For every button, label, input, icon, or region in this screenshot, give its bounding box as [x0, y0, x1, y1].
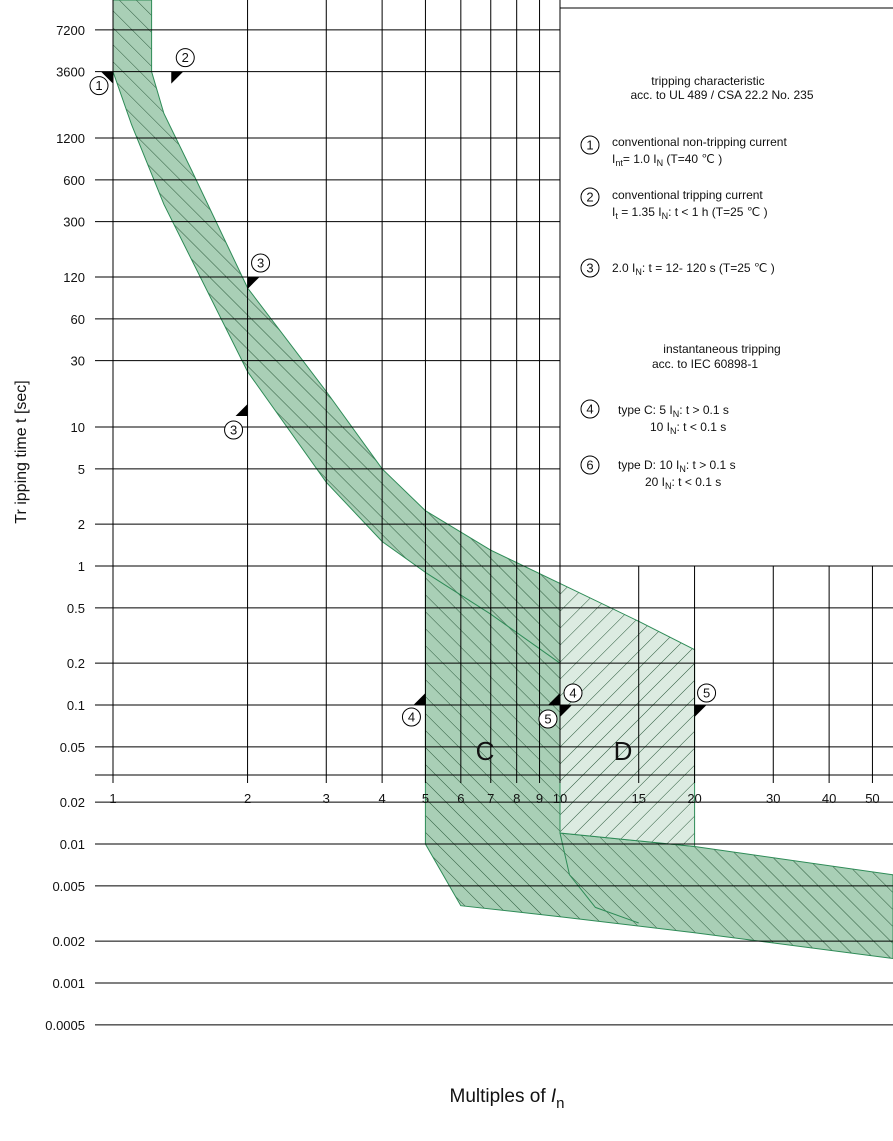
axes: 7200360012006003001206030105210.50.20.10…	[13, 0, 893, 1112]
y-tick-label: 1	[78, 559, 85, 574]
y-tick-label: 0.002	[52, 934, 85, 949]
marker-1-circle	[89, 76, 109, 96]
x-tick-label: 40	[822, 791, 836, 806]
marker-5-number: 5	[703, 686, 710, 701]
marker-4-number: 4	[408, 710, 415, 725]
marker-2-wedge	[171, 71, 184, 84]
marker-3-circle	[224, 420, 244, 440]
y-tick-label: 10	[71, 420, 85, 435]
y-axis-label: Tr ipping time t [sec]	[13, 380, 30, 523]
marker-3-circle	[251, 253, 271, 273]
marker-3-number: 3	[257, 255, 264, 270]
x-tick-label: 8	[513, 791, 520, 806]
marker-3-wedge	[247, 276, 260, 289]
legend-heading-2a: instantaneous tripping	[663, 342, 780, 356]
x-tick-label: 50	[865, 791, 879, 806]
legend-item-2-circle	[580, 187, 600, 207]
y-tick-label: 600	[63, 173, 85, 188]
legend-heading-2b: acc. to IEC 60898-1	[652, 357, 758, 371]
y-tick-label: 0.005	[52, 879, 85, 894]
marker-5-circle	[697, 683, 717, 703]
legend-item-6-circle	[580, 455, 600, 475]
legend-heading-1b: acc. to UL 489 / CSA 22.2 No. 235	[631, 88, 814, 102]
y-tick-label: 0.1	[67, 698, 85, 713]
legend-item-4-circle	[580, 399, 600, 419]
x-tick-label: 1	[109, 791, 116, 806]
y-tick-label: 3600	[56, 65, 85, 80]
marker-5-circle	[538, 709, 558, 729]
x-tick-label: 4	[379, 791, 386, 806]
marker-4-wedge	[413, 693, 426, 705]
legend-item-4-number: 4	[586, 402, 593, 417]
x-tick-label: 15	[631, 791, 645, 806]
y-tick-label: 0.02	[60, 795, 85, 810]
legend-item-1-line2: Int= 1.0 IN (T=40 ℃ )	[612, 152, 722, 168]
x-tick-label: 7	[487, 791, 494, 806]
x-tick-label: 20	[687, 791, 701, 806]
legend-item-2-line1: conventional tripping current	[612, 188, 763, 202]
y-tick-label: 5	[78, 462, 85, 477]
y-tick-label: 0.001	[52, 976, 85, 991]
y-tick-label: 2	[78, 517, 85, 532]
legend-item-4-line2: 10 IN: t < 0.1 s	[650, 420, 726, 436]
markers: 1 2 3 3 4 4 5 5 1 2 3 4 6	[89, 48, 717, 729]
band-label-c: C	[476, 736, 495, 766]
legend-item-1-line1: conventional non-tripping current	[612, 135, 787, 149]
marker-4-wedge	[560, 705, 572, 717]
y-tick-label: 60	[71, 312, 85, 327]
x-tick-label: 10	[553, 791, 567, 806]
y-tick-label: 300	[63, 215, 85, 230]
legend-item-6-line1: type D: 10 IN: t > 0.1 s	[618, 458, 736, 474]
x-axis-label: Multiples of In	[450, 1086, 565, 1112]
marker-4-number: 4	[569, 686, 576, 701]
y-tick-label: 0.2	[67, 656, 85, 671]
legend-item-1-circle	[580, 135, 600, 155]
legend-item-6-line2: 20 IN: t < 0.1 s	[645, 475, 721, 491]
legend-item-3-number: 3	[586, 261, 593, 276]
legend-item-1-number: 1	[586, 138, 593, 153]
y-tick-label: 7200	[56, 23, 85, 38]
y-tick-label: 0.0005	[45, 1018, 85, 1033]
y-tick-label: 30	[71, 354, 85, 369]
legend-item-2-number: 2	[586, 190, 593, 205]
y-tick-label: 0.5	[67, 601, 85, 616]
y-tick-label: 0.01	[60, 837, 85, 852]
marker-2-number: 2	[182, 50, 189, 65]
band-label-d: D	[614, 736, 633, 766]
band-type-c	[112, 0, 893, 960]
x-tick-label: 5	[422, 791, 429, 806]
marker-4-circle	[401, 707, 421, 727]
marker-3-wedge	[235, 403, 248, 416]
marker-4-circle	[563, 683, 583, 703]
marker-5-wedge	[548, 693, 560, 705]
legend-item-4-line1: type C: 5 IN: t > 0.1 s	[618, 403, 729, 419]
x-tick-label: 3	[323, 791, 330, 806]
x-tick-label: 30	[766, 791, 780, 806]
marker-1-wedge	[101, 71, 113, 84]
legend-item-3-line1: 2.0 IN: t = 12- 120 s (T=25 ℃ )	[612, 261, 775, 277]
marker-1-number: 1	[95, 78, 102, 93]
legend-item-6-number: 6	[586, 458, 593, 473]
legend-item-2-line2: It = 1.35 IN: t < 1 h (T=25 ℃ )	[612, 205, 768, 221]
x-tick-label: 2	[244, 791, 251, 806]
grid-lines	[95, 0, 893, 1026]
y-tick-label: 120	[63, 270, 85, 285]
legend-heading-1a: tripping characteristic	[651, 74, 764, 88]
d-inner-curve	[559, 832, 639, 924]
marker-3-number: 3	[230, 422, 237, 437]
tripping-bands	[112, 0, 893, 960]
y-tick-label: 0.05	[60, 740, 85, 755]
legend-item-3-circle	[580, 258, 600, 278]
marker-5-wedge	[694, 705, 707, 717]
x-tick-label: 6	[457, 791, 464, 806]
marker-2-circle	[175, 48, 195, 68]
band-type-d	[559, 582, 696, 848]
marker-5-number: 5	[544, 712, 551, 727]
y-tick-label: 1200	[56, 131, 85, 146]
x-tick-label: 9	[536, 791, 543, 806]
